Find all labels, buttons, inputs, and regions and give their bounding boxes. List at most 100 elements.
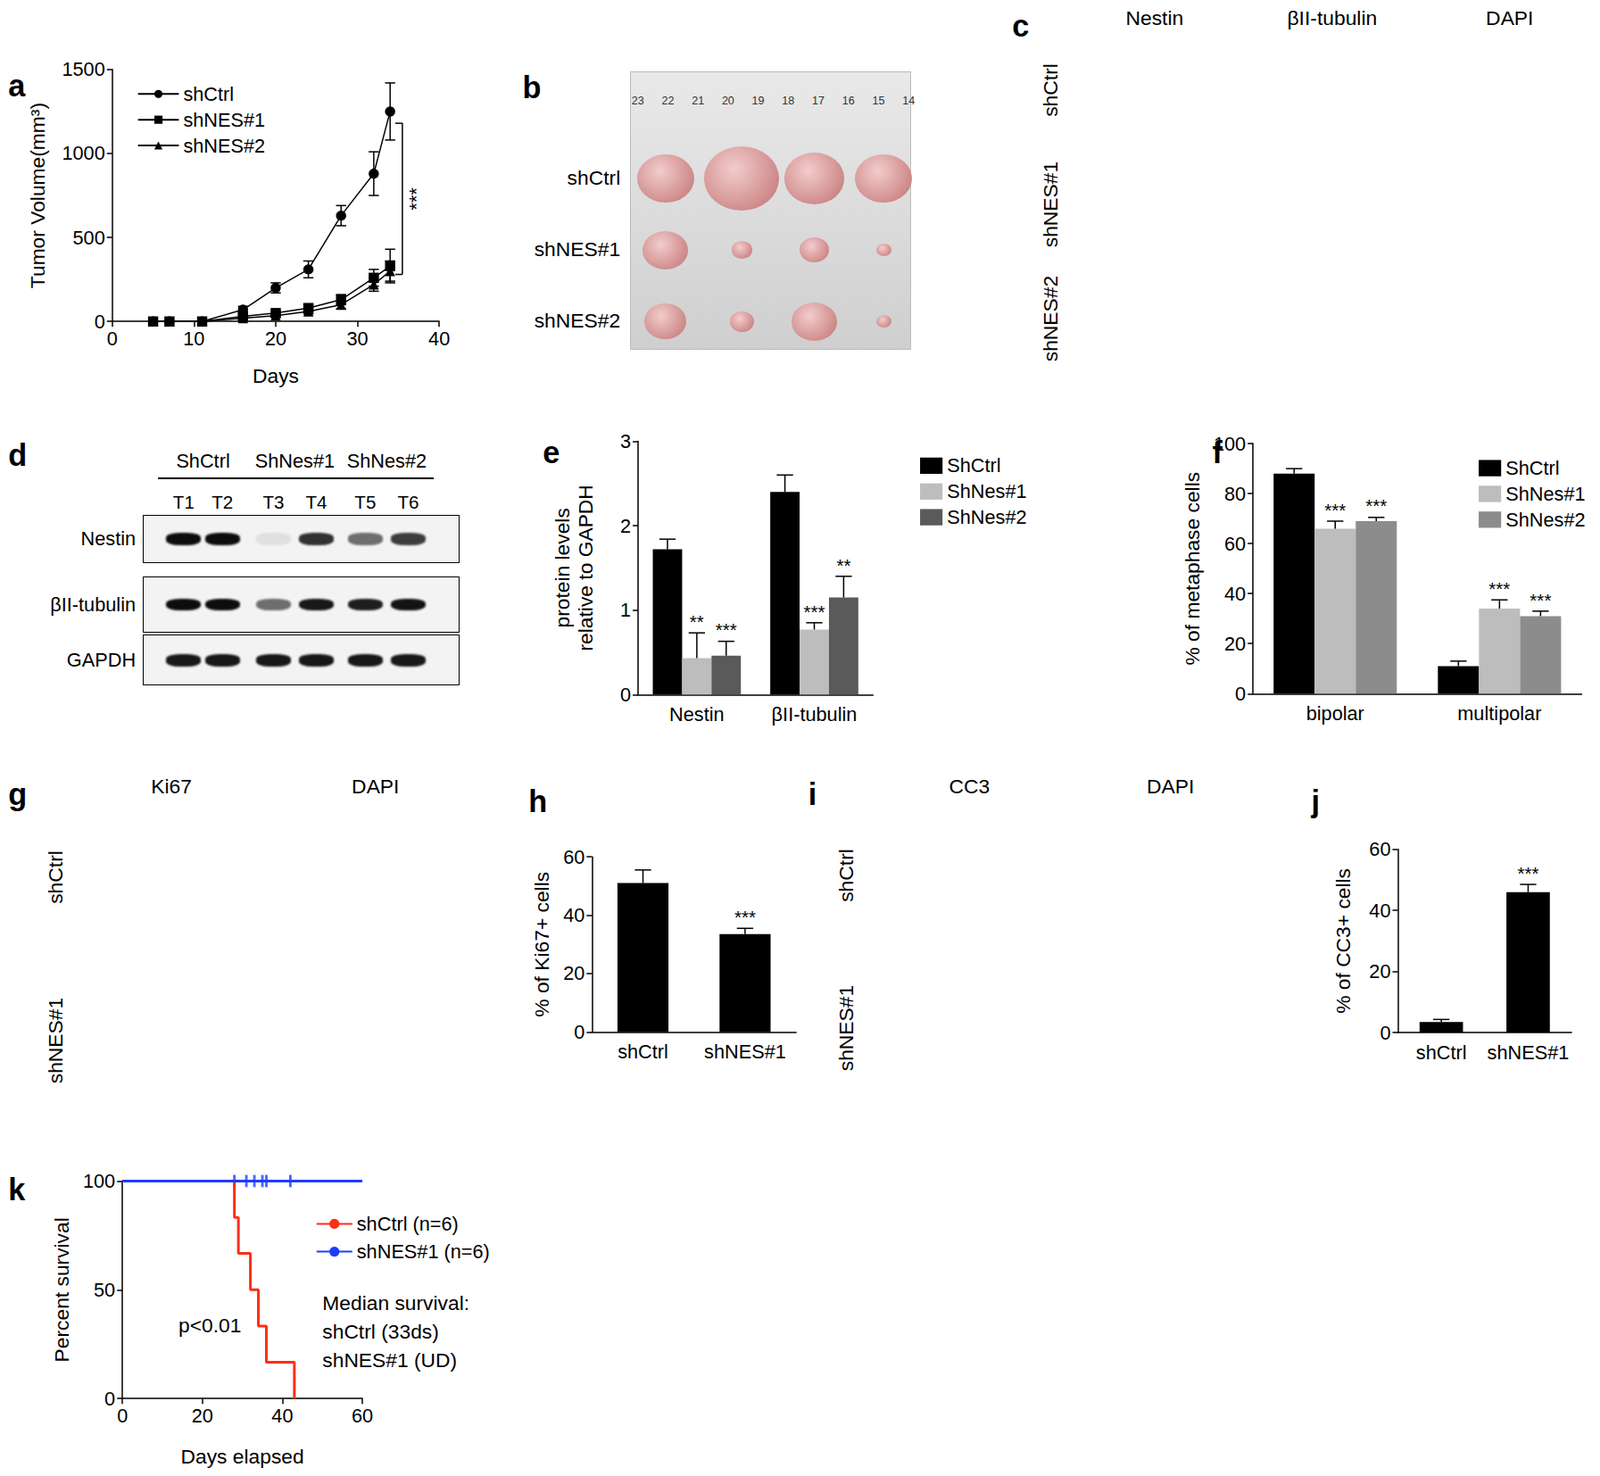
svg-text:***: ***	[734, 906, 756, 928]
svg-text:0: 0	[620, 682, 631, 705]
svg-text:1: 1	[620, 598, 631, 622]
svg-text:40: 40	[563, 903, 585, 927]
svg-text:60: 60	[1368, 837, 1391, 861]
svg-text:***: ***	[405, 186, 428, 210]
svg-text:10: 10	[182, 327, 205, 350]
svg-text:60: 60	[351, 1403, 374, 1426]
html-text:Nestin: Nestin	[1125, 6, 1184, 30]
svg-text:2: 2	[620, 513, 631, 537]
svg-text:shCtrl: shCtrl	[617, 1041, 669, 1064]
svg-text:1500: 1500	[61, 58, 105, 81]
svg-text:40: 40	[271, 1403, 293, 1426]
svg-text:shNES#1: shNES#1	[704, 1041, 787, 1064]
svg-text:20: 20	[1368, 960, 1391, 983]
svg-text:20: 20	[191, 1403, 214, 1426]
svg-text:Days: Days	[252, 364, 299, 388]
svg-text:0: 0	[94, 310, 106, 333]
svg-text:***: ***	[1365, 496, 1387, 517]
svg-text:ShCtrl: ShCtrl	[1505, 456, 1559, 480]
svg-text:shNES#1 (UD): shNES#1 (UD)	[322, 1348, 457, 1372]
html-text:GAPDH: GAPDH	[66, 648, 136, 671]
svg-text:40: 40	[428, 327, 450, 350]
svg-text:0: 0	[1235, 682, 1246, 705]
svg-text:30: 30	[346, 327, 368, 350]
svg-text:0: 0	[104, 1386, 116, 1410]
svg-text:multipolar: multipolar	[1457, 702, 1542, 725]
html-text:DAPI: DAPI	[351, 774, 400, 798]
html-text:shCtrl: shCtrl	[834, 848, 859, 902]
svg-text:0: 0	[573, 1020, 585, 1044]
svg-text:Percent survival: Percent survival	[49, 1217, 74, 1362]
html-text:ShCtrl: ShCtrl	[176, 449, 230, 472]
svg-text:shCtrl (n=6): shCtrl (n=6)	[356, 1212, 459, 1236]
html-text:shCtrl: shCtrl	[43, 850, 68, 905]
html-text:βII-tubulin: βII-tubulin	[50, 593, 136, 616]
svg-text:relative to GAPDH: relative to GAPDH	[573, 484, 597, 651]
svg-text:**: **	[688, 610, 704, 631]
html-text:CC3: CC3	[948, 774, 990, 798]
svg-text:0: 0	[116, 1403, 128, 1426]
html-text:shNES#1: shNES#1	[534, 237, 621, 262]
svg-text:ShNes#1: ShNes#1	[946, 480, 1027, 503]
svg-text:protein levels: protein levels	[550, 507, 574, 628]
html-text:ShNes#1: ShNes#1	[255, 449, 335, 472]
svg-text:βII-tubulin: βII-tubulin	[770, 703, 857, 726]
svg-text:ShNes#2: ShNes#2	[946, 505, 1027, 529]
svg-text:500: 500	[73, 226, 106, 249]
html-text:shNES#2: shNES#2	[534, 309, 621, 333]
svg-text:shNES#1: shNES#1	[182, 108, 266, 132]
svg-text:shCtrl: shCtrl	[182, 82, 234, 106]
html-text:shNES#1: shNES#1	[1038, 160, 1063, 248]
svg-text:Median survival:: Median survival:	[322, 1291, 470, 1315]
svg-text:***: ***	[1488, 578, 1510, 599]
svg-text:% of Ki67+ cells: % of Ki67+ cells	[530, 871, 554, 1018]
svg-text:bipolar: bipolar	[1306, 702, 1365, 725]
svg-text:40: 40	[1224, 582, 1246, 606]
html-text:shNES#2: shNES#2	[1038, 275, 1063, 362]
html-text:βII-tubulin: βII-tubulin	[1287, 6, 1378, 30]
svg-text:***: ***	[1529, 589, 1551, 611]
svg-text:shNES#1: shNES#1	[1487, 1041, 1570, 1064]
svg-text:ShCtrl: ShCtrl	[946, 454, 1001, 477]
svg-text:80: 80	[1224, 482, 1246, 506]
svg-text:**: **	[836, 554, 851, 575]
svg-text:3: 3	[620, 429, 631, 452]
svg-text:20: 20	[265, 327, 287, 350]
svg-text:ShNes#1: ShNes#1	[1505, 482, 1585, 506]
svg-text:shNES#1 (n=6): shNES#1 (n=6)	[356, 1240, 490, 1263]
svg-text:40: 40	[1368, 898, 1391, 921]
svg-text:Days elapsed: Days elapsed	[181, 1443, 305, 1468]
svg-text:0: 0	[1379, 1020, 1391, 1044]
svg-text:% of metaphase cells: % of metaphase cells	[1180, 472, 1204, 666]
html-text:shCtrl: shCtrl	[1038, 63, 1063, 117]
svg-text:20: 20	[563, 962, 585, 986]
html-text:DAPI: DAPI	[1485, 6, 1534, 30]
html-text:shNES#1: shNES#1	[43, 997, 68, 1084]
svg-text:shCtrl (33ds): shCtrl (33ds)	[322, 1319, 439, 1344]
svg-text:***: ***	[714, 619, 737, 640]
svg-text:100: 100	[82, 1169, 116, 1193]
html-text:Nestin: Nestin	[80, 527, 136, 551]
svg-text:p<0.01: p<0.01	[178, 1313, 241, 1337]
svg-text:***: ***	[803, 600, 825, 622]
svg-text:0: 0	[107, 327, 118, 350]
html-text:shNES#1: shNES#1	[834, 984, 859, 1072]
svg-text:***: ***	[1324, 499, 1346, 521]
svg-text:% of CC3+ cells: % of CC3+ cells	[1332, 868, 1356, 1014]
svg-text:60: 60	[563, 845, 585, 869]
svg-text:ShNes#2: ShNes#2	[1505, 508, 1585, 531]
svg-text:shNES#2: shNES#2	[182, 133, 266, 157]
html-text:DAPI: DAPI	[1146, 774, 1195, 798]
svg-text:60: 60	[1224, 532, 1246, 556]
svg-text:50: 50	[93, 1277, 116, 1301]
html-text:shCtrl: shCtrl	[567, 166, 621, 190]
html-text:Ki67: Ki67	[150, 774, 192, 798]
svg-text:***: ***	[1517, 862, 1540, 883]
svg-text:Tumor Volume(mm³): Tumor Volume(mm³)	[25, 102, 50, 289]
svg-text:1000: 1000	[61, 141, 105, 165]
svg-text:20: 20	[1224, 632, 1246, 655]
html-text:ShNes#2: ShNes#2	[346, 449, 427, 472]
svg-text:100: 100	[1213, 432, 1246, 456]
svg-text:Nestin: Nestin	[669, 703, 725, 726]
svg-text:shCtrl: shCtrl	[1416, 1041, 1468, 1064]
